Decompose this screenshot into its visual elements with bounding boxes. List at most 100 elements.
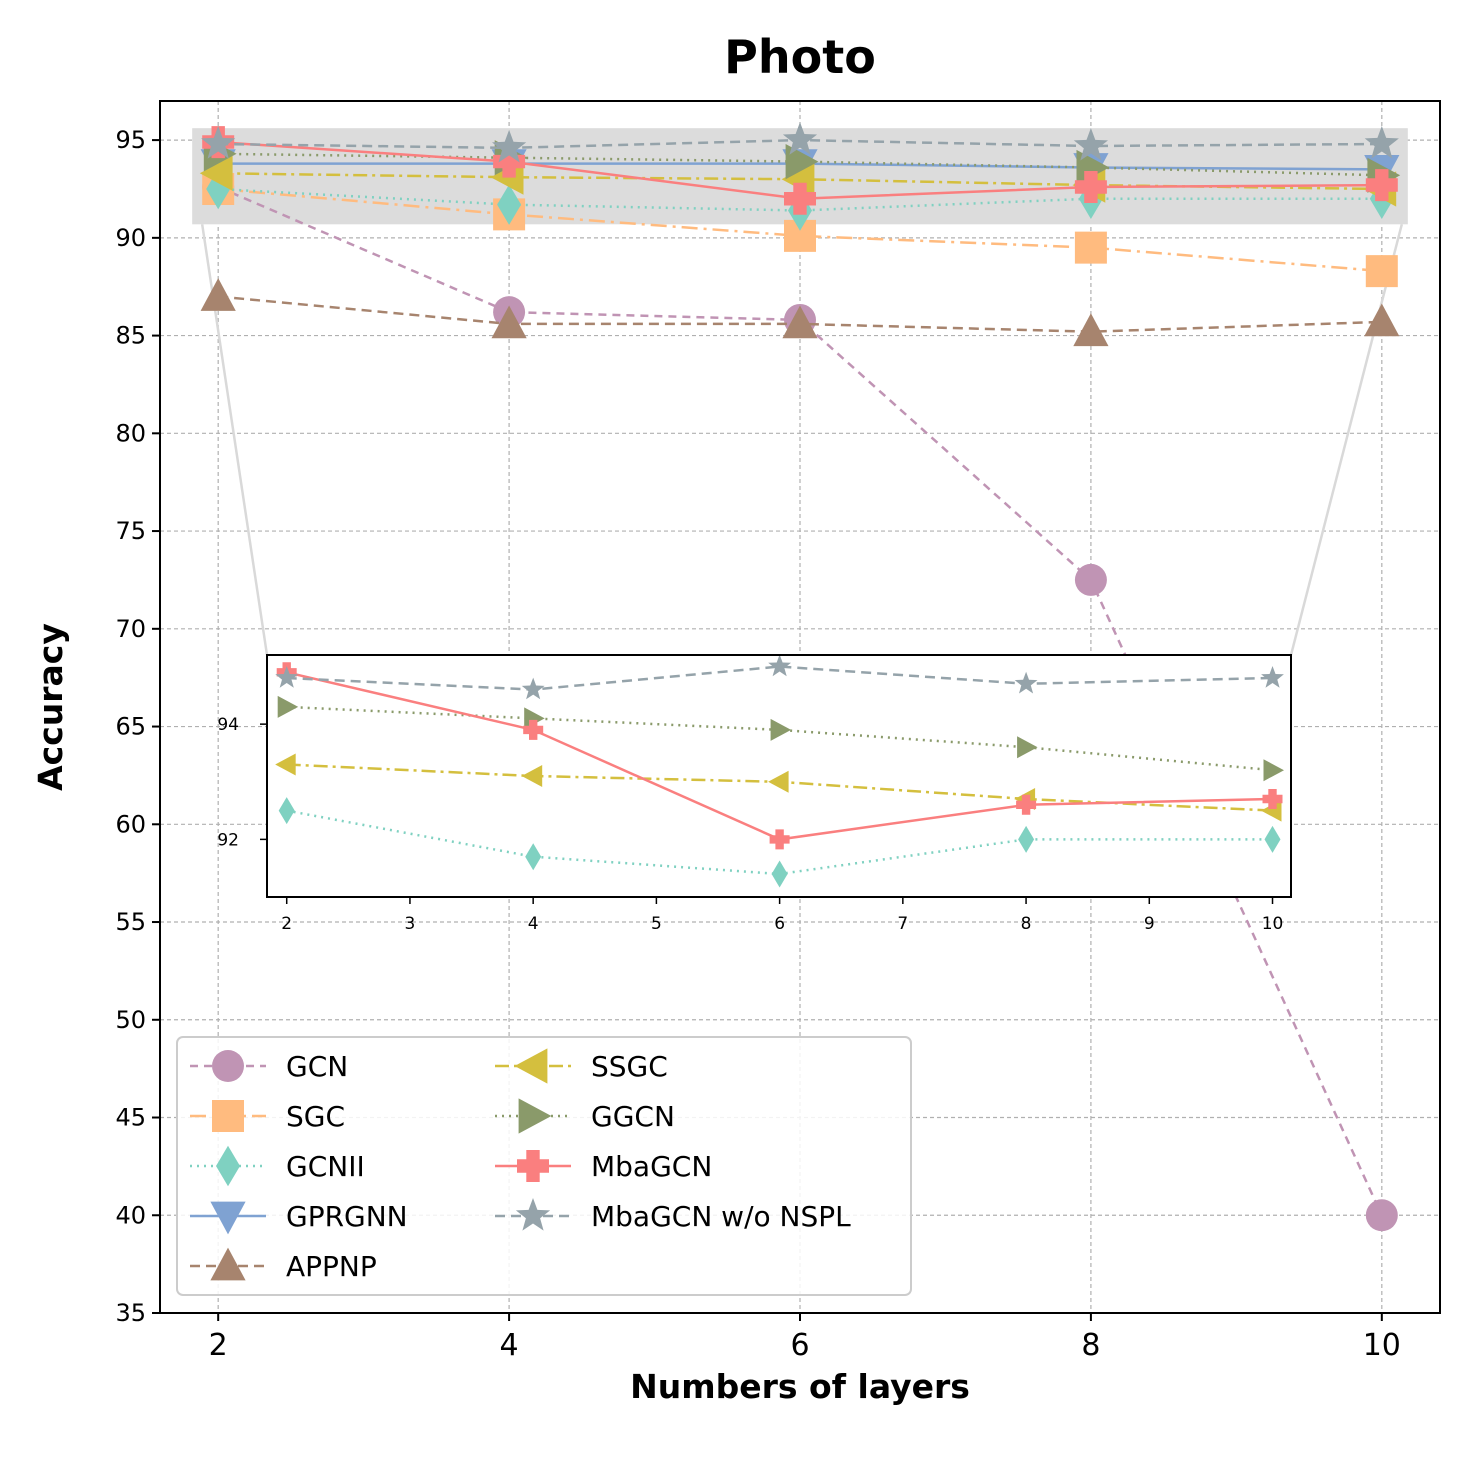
legend-item-sgc: SGC [190,1100,345,1133]
y-axis-label: Accuracy [31,623,70,791]
inset-data-point [1017,736,1038,759]
inset-data-point [525,843,542,871]
inset-series-mbagcn-w-o-nspl [275,654,1284,700]
inset-data-point [521,677,545,700]
inset-data-point [1263,759,1284,782]
legend-label: GCNII [286,1150,365,1183]
data-point [1364,126,1399,159]
inset-data-point [1261,666,1284,688]
legend-label: GGCN [591,1100,675,1133]
legend-label: APPNP [286,1250,377,1283]
y-tick-label: 90 [115,224,146,252]
legend-marker [518,1098,552,1134]
inset-series [275,654,1284,888]
series-mbagcn-w-o-nspl [201,122,1399,163]
inset-plot: 2 3 4 5 6 7 8 9 10 92 94 [217,654,1292,934]
inset-y-tick-label: 94 [217,715,239,735]
legend-marker [212,1050,244,1082]
legend-item-ssgc: SSGC [495,1048,668,1084]
legend-label: GCN [286,1050,348,1083]
inset-data-point [1018,825,1035,853]
inset-series-line [286,665,1273,691]
inset-x-tick-label: 2 [281,914,292,934]
inset-data-point [1264,825,1281,853]
main-series [199,122,1401,1232]
data-point [782,122,818,155]
inset-data-point [275,666,299,688]
data-point [1364,303,1400,337]
legend-label: SGC [286,1100,345,1133]
data-point [1365,1199,1398,1232]
legend-marker [212,1100,244,1132]
inset-data-point [523,719,544,740]
data-point [1074,563,1107,596]
legend: GCN SGC GCNII GPRGNN APPNP SSGC GGCN MbaGCN MbaG… [176,1036,912,1296]
inset-y-tick-label: 92 [217,830,239,850]
y-tick-label: 45 [115,1104,146,1132]
legend-item-ggcn: GGCN [495,1098,675,1134]
data-point [784,219,816,252]
inset-x-tick-label: 4 [528,914,539,934]
inset-data-point [770,718,792,741]
legend-marker [514,1048,548,1084]
inset-data-point [278,797,295,825]
legend-marker [515,1198,551,1231]
data-point [1365,169,1398,202]
inset-series-gcnii [278,797,1281,888]
data-point [199,155,233,191]
legend-item-gcnii: GCNII [190,1145,365,1187]
zoom-connector-right [1289,223,1404,656]
inset-data-point [771,860,788,888]
legend-marker [210,1247,246,1281]
legend-item-gcn: GCN [190,1050,348,1083]
data-point [782,305,818,339]
data-point [1073,128,1108,161]
data-point [1074,171,1107,203]
y-tick-label: 70 [115,615,146,643]
x-tick-label: 10 [1363,1328,1401,1363]
y-tick-label: 55 [115,908,146,936]
legend-label: MbaGCN [591,1150,712,1183]
inset-x-tick-label: 5 [651,914,662,934]
inset-ticks: 2 3 4 5 6 7 8 9 10 92 94 [217,715,1283,934]
chart-title: Photo [724,30,876,84]
inset-data-point [1014,671,1038,694]
legend-item-mbagcn-w-o-nspl: MbaGCN w/o NSPL [495,1198,851,1233]
x-tick-label: 4 [500,1328,519,1363]
inset-data-point [275,753,296,776]
x-tick-label: 2 [209,1328,228,1363]
inset-data-point [769,829,790,850]
legend-marker [210,1201,246,1235]
x-axis-label: Numbers of layers [630,1367,970,1406]
data-point [206,168,231,210]
inset-data-point [768,770,789,793]
data-point [492,129,527,163]
inset-data-point [768,654,791,677]
data-point [491,305,527,339]
inset-x-tick-label: 7 [897,914,908,934]
y-tick-label: 35 [115,1299,146,1327]
data-point [1365,255,1398,288]
data-point [200,278,236,311]
inset-x-tick-label: 3 [405,914,416,934]
inset-data-point [1262,789,1283,809]
inset-data-point [521,765,543,787]
legend-marker [216,1145,240,1187]
legend-label: SSGC [591,1050,668,1083]
x-tick-label: 8 [1081,1328,1100,1363]
x-tick-label: 6 [790,1328,809,1363]
y-tick-label: 50 [115,1006,146,1034]
inset-x-tick-label: 8 [1021,914,1032,934]
data-point [493,145,526,178]
data-point [497,184,522,225]
legend-marker [517,1150,549,1182]
series-line [218,172,1382,191]
inset-x-tick-label: 9 [1144,914,1155,934]
data-point [201,126,236,159]
inset-x-tick-label: 6 [774,914,785,934]
y-tick-label: 65 [115,713,146,741]
y-tick-label: 75 [115,517,146,545]
y-tick-label: 40 [115,1201,146,1229]
legend-label: MbaGCN w/o NSPL [591,1200,851,1233]
